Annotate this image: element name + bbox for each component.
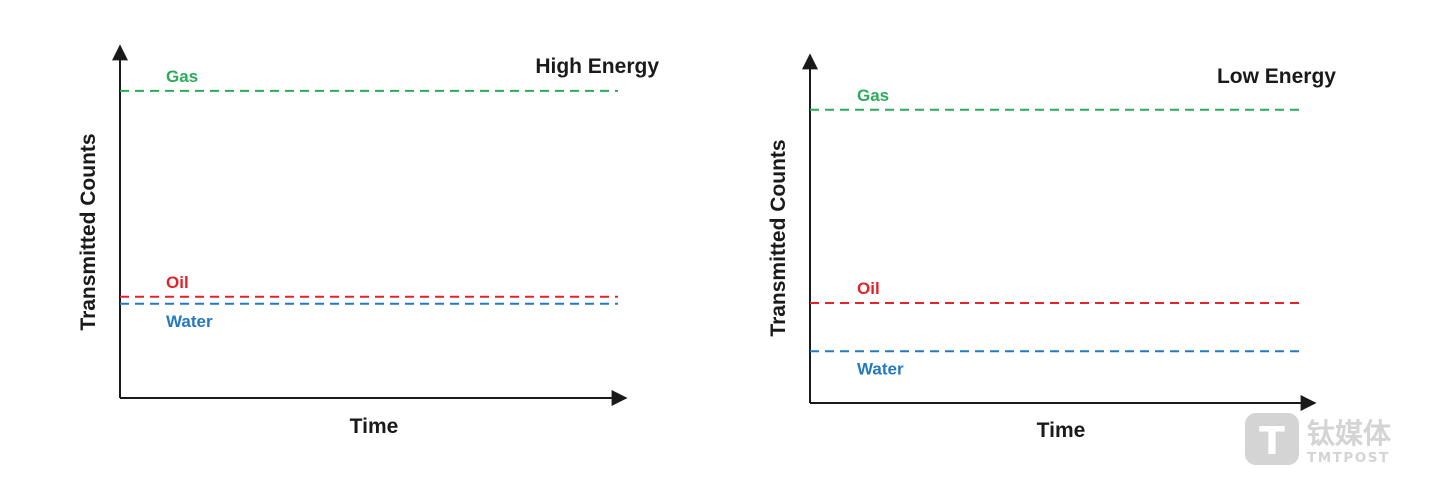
tmtpost-logo-icon [1245, 413, 1299, 465]
low-energy-gas-label: Gas [857, 86, 889, 105]
low-energy-title: Low Energy [1217, 65, 1336, 88]
low-energy-x-axis-label: Time [1037, 419, 1086, 442]
high-energy-oil-label: Oil [166, 273, 189, 292]
tmtpost-subtext: TMTPOST [1307, 450, 1390, 466]
low-energy-oil-label: Oil [857, 279, 880, 298]
tmtpost-logo-letter: T [1259, 419, 1285, 463]
high-energy-water-label: Water [166, 312, 213, 331]
tmtpost-watermark: T 钛媒体 TMTPOST [1245, 413, 1392, 466]
high-energy-gas-label: Gas [166, 67, 198, 86]
high-energy-chart: High Energy Time Transmitted Counts Gas O… [77, 44, 659, 438]
low-energy-water-label: Water [857, 359, 904, 378]
high-energy-title: High Energy [535, 55, 659, 78]
high-energy-y-axis-label: Transmitted Counts [77, 133, 100, 330]
low-energy-chart: Low Energy Time Transmitted Counts Gas Oi… [767, 53, 1336, 442]
high-energy-x-axis-label: Time [350, 415, 399, 438]
tmtpost-wordmark: 钛媒体 [1307, 417, 1392, 450]
low-energy-y-axis-label: Transmitted Counts [767, 139, 790, 336]
